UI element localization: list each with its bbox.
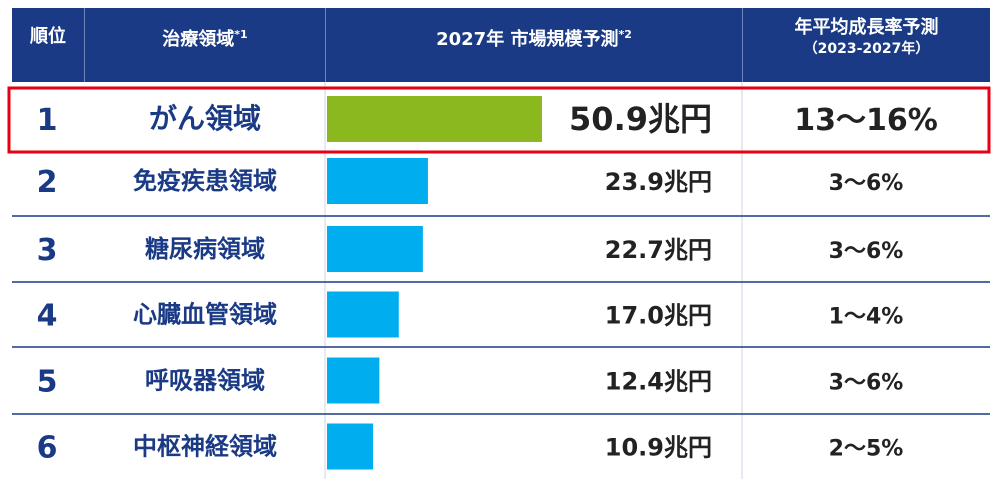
growth-label: 3〜6% <box>829 239 904 264</box>
rank-label: 4 <box>37 299 58 334</box>
header-market-footnote: *2 <box>618 27 632 41</box>
value-label: 17.0兆円 <box>605 302 712 330</box>
bar <box>327 158 428 204</box>
growth-label: 2〜5% <box>829 437 904 462</box>
growth-label: 3〜6% <box>829 371 904 396</box>
header-market-label: 2027年 市場規模予測 <box>436 28 619 50</box>
header-growth-label: 年平均成長率予測 <box>794 17 939 38</box>
growth-label: 3〜6% <box>829 171 904 196</box>
value-label: 12.4兆円 <box>605 368 712 396</box>
category-label: 中枢神経領域 <box>133 433 277 461</box>
value-label: 10.9兆円 <box>605 434 712 462</box>
category-label: 呼吸器領域 <box>145 367 265 395</box>
header-growth-period: （2023-2027年） <box>803 41 930 57</box>
value-label: 23.9兆円 <box>605 168 712 196</box>
header-area-footnote: *1 <box>234 27 248 41</box>
header-rank-label: 順位 <box>30 26 66 47</box>
category-label: 糖尿病領域 <box>145 235 265 263</box>
rank-label: 6 <box>37 431 58 466</box>
rank-label: 5 <box>37 365 58 400</box>
value-label: 22.7兆円 <box>605 236 712 264</box>
header-area-label-wrap: 治療領域*1 <box>162 23 247 52</box>
header-divider <box>84 8 85 82</box>
rank-label: 2 <box>37 165 58 200</box>
category-label: 免疫疾患領域 <box>133 167 277 195</box>
header-market: 2027年 市場規模予測*2 <box>326 0 742 74</box>
rank-label: 1 <box>37 103 58 138</box>
value-label: 50.9兆円 <box>569 100 712 138</box>
rank-label: 3 <box>37 233 58 268</box>
header-area-label: 治療領域 <box>162 28 235 50</box>
category-label: がん領域 <box>149 102 261 135</box>
header-growth: 年平均成長率予測 （2023-2027年） <box>743 0 990 74</box>
header-divider <box>325 8 326 82</box>
growth-label: 13〜16% <box>794 103 938 138</box>
bar <box>327 357 380 404</box>
header-market-label-wrap: 2027年 市場規模予測*2 <box>436 23 632 52</box>
highlight-border <box>7 86 991 154</box>
bar <box>327 96 542 142</box>
bar <box>327 226 423 272</box>
header-rank: 順位 <box>12 0 84 74</box>
bar <box>327 291 399 338</box>
growth-label: 1〜4% <box>829 305 904 330</box>
header-area: 治療領域*1 <box>85 0 325 74</box>
bar <box>327 423 374 470</box>
header-divider <box>742 8 743 82</box>
table-header <box>12 8 990 82</box>
category-label: 心臓血管領域 <box>133 301 277 329</box>
